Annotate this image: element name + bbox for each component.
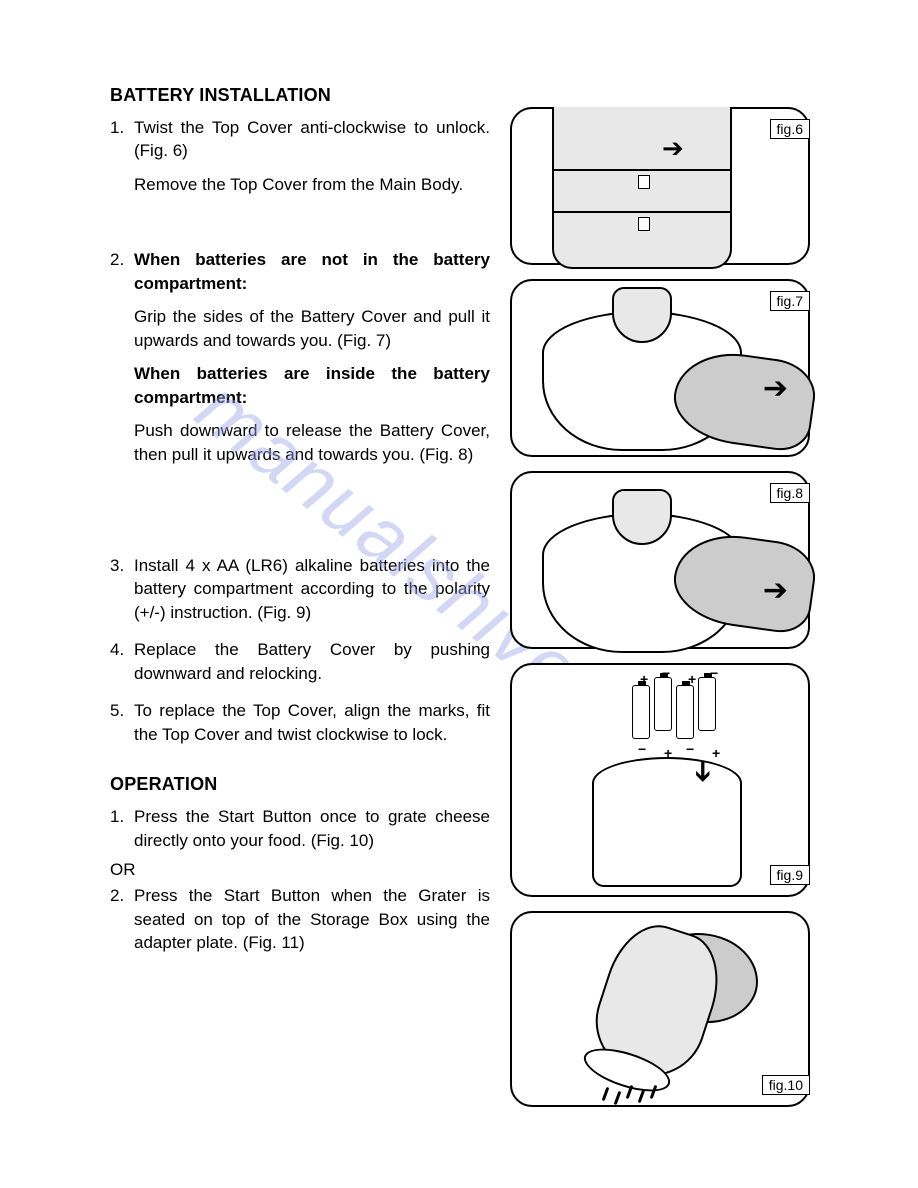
step-body: When batteries are not in the battery co… <box>134 248 490 466</box>
batteries-illustration <box>632 677 722 747</box>
step-3: 3. Install 4 x AA (LR6) alkaline batteri… <box>110 554 490 624</box>
polarity-minus-icon: − <box>686 741 694 757</box>
step-number: 2. <box>110 884 134 954</box>
heading-operation: OPERATION <box>110 774 490 795</box>
page: BATTERY INSTALLATION 1. Twist the Top Co… <box>110 85 858 1107</box>
step-2: 2. When batteries are not in the battery… <box>110 248 490 466</box>
figure-label: fig.10 <box>762 1075 810 1095</box>
figure-label: fig.6 <box>770 119 810 139</box>
figure-column: fig.6 ➔ fig.7 ➔ fig.8 ➔ <box>510 85 810 1107</box>
polarity-plus-icon: + <box>712 745 720 761</box>
op-step-1: 1. Press the Start Button once to grate … <box>110 805 490 852</box>
step-body: To replace the Top Cover, align the mark… <box>134 699 490 746</box>
text-column: BATTERY INSTALLATION 1. Twist the Top Co… <box>110 85 490 1107</box>
step-para-bold: When batteries are not in the battery co… <box>134 248 490 295</box>
polarity-minus-icon: − <box>638 741 646 757</box>
step-body: Twist the Top Cover anti-clockwise to un… <box>134 116 490 196</box>
step-number: 3. <box>110 554 134 624</box>
step-number: 5. <box>110 699 134 746</box>
step-body: Press the Start Button once to grate che… <box>134 805 490 852</box>
figure-9: fig.9 + − + − − + − + ➔ <box>510 663 810 897</box>
step-para: Twist the Top Cover anti-clockwise to un… <box>134 116 490 163</box>
heading-battery-installation: BATTERY INSTALLATION <box>110 85 490 106</box>
step-5: 5. To replace the Top Cover, align the m… <box>110 699 490 746</box>
or-label: OR <box>110 860 490 880</box>
arrow-icon: ➔ <box>763 573 788 608</box>
step-4: 4. Replace the Battery Cover by pushing … <box>110 638 490 685</box>
step-number: 4. <box>110 638 134 685</box>
step-para: Remove the Top Cover from the Main Body. <box>134 173 490 196</box>
step-para: Push downward to release the Battery Cov… <box>134 419 490 466</box>
step-number: 2. <box>110 248 134 466</box>
device-illustration <box>552 107 732 269</box>
step-para-bold: When batteries are inside the battery co… <box>134 362 490 409</box>
step-para: Grip the sides of the Battery Cover and … <box>134 305 490 352</box>
step-para: To replace the Top Cover, align the mark… <box>134 699 490 746</box>
step-body: Install 4 x AA (LR6) alkaline batteries … <box>134 554 490 624</box>
polarity-plus-icon: + <box>688 671 696 687</box>
step-1: 1. Twist the Top Cover anti-clockwise to… <box>110 116 490 196</box>
figure-8: fig.8 ➔ <box>510 471 810 649</box>
polarity-minus-icon: − <box>662 665 670 681</box>
step-number: 1. <box>110 116 134 196</box>
arrow-down-icon: ➔ <box>687 760 720 783</box>
figure-label: fig.7 <box>770 291 810 311</box>
step-body: Replace the Battery Cover by pushing dow… <box>134 638 490 685</box>
arrow-icon: ➔ <box>662 133 684 164</box>
step-para: Replace the Battery Cover by pushing dow… <box>134 638 490 685</box>
figure-label: fig.8 <box>770 483 810 503</box>
step-body: Press the Start Button when the Grater i… <box>134 884 490 954</box>
op-step-2: 2. Press the Start Button when the Grate… <box>110 884 490 954</box>
figure-10: fig.10 <box>510 911 810 1107</box>
polarity-minus-icon: − <box>710 665 718 681</box>
figure-6: fig.6 ➔ <box>510 107 810 265</box>
figure-7: fig.7 ➔ <box>510 279 810 457</box>
figure-label: fig.9 <box>770 865 810 885</box>
step-para: Install 4 x AA (LR6) alkaline batteries … <box>134 554 490 624</box>
polarity-plus-icon: + <box>640 671 648 687</box>
step-number: 1. <box>110 805 134 852</box>
arrow-icon: ➔ <box>763 371 788 406</box>
